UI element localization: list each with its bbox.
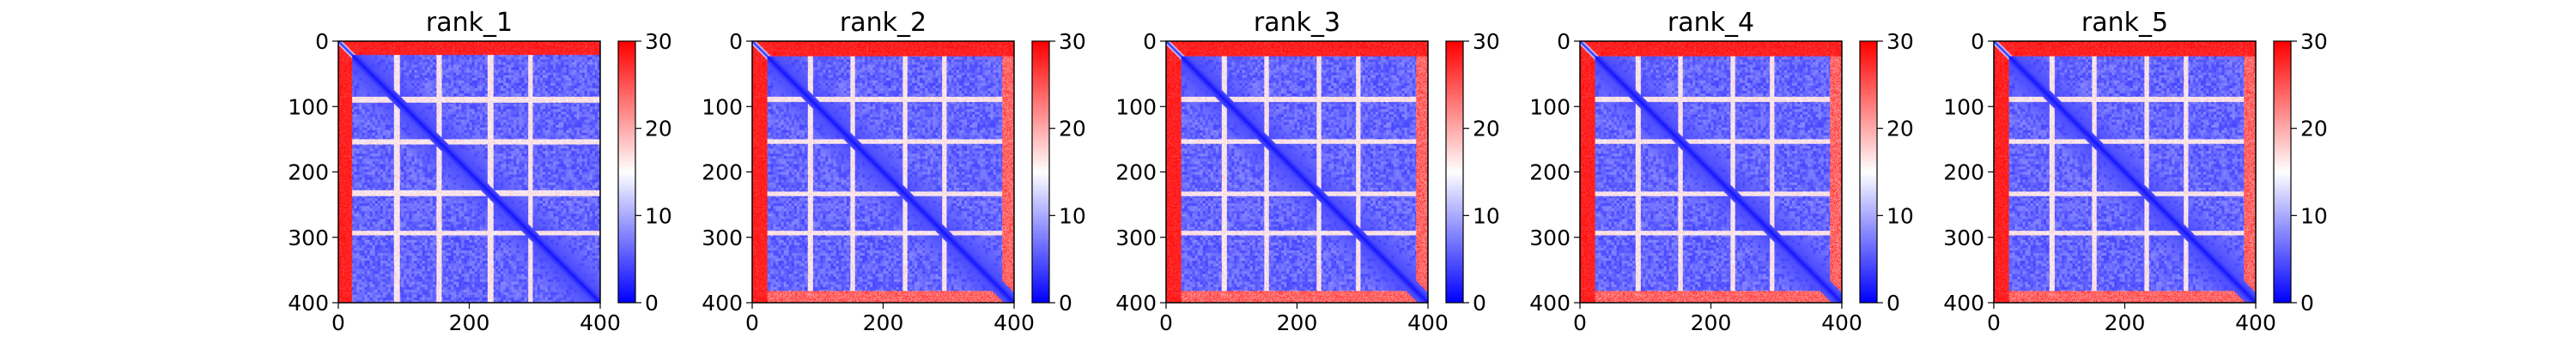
x-tick-label: 0 [331,310,345,335]
colorbar-tick-label: 10 [1886,203,1914,228]
y-tick-label: 100 [1529,94,1571,119]
y-tick-label: 300 [1943,226,1984,250]
x-tick-label: 0 [1987,310,2001,335]
colorbar-tick-label: 20 [2300,117,2328,141]
subplot-title: rank_5 [2081,8,2168,38]
colorbar-tick-label: 30 [1473,29,1500,54]
subplot-title: rank_2 [840,8,927,38]
x-tick-label: 200 [449,310,490,335]
y-tick-label: 100 [1115,94,1157,119]
heatmap-image [338,41,600,303]
colorbar-tick-label: 0 [1059,291,1072,316]
colorbar-tick-label: 0 [2300,291,2314,316]
y-tick-label: 400 [1529,291,1571,316]
x-tick-label: 400 [993,310,1035,335]
colorbar-frame [1859,40,1878,304]
x-tick-label: 400 [580,310,621,335]
colorbar-frame [1031,40,1050,304]
colorbar-gradient [1446,41,1463,303]
colorbar-tick-label: 10 [1473,203,1500,228]
x-tick-label: 200 [863,310,904,335]
subplot-title: rank_3 [1254,8,1340,38]
y-tick-label: 200 [1115,160,1157,185]
y-tick-label: 0 [1557,29,1571,54]
subplot-title: rank_4 [1668,8,1754,38]
x-tick-label: 200 [2105,310,2146,335]
y-tick-label: 400 [1115,291,1157,316]
colorbar-tick-label: 20 [1059,117,1086,141]
colorbar-tick-label: 0 [1886,291,1900,316]
heatmap-image [1166,41,1428,303]
y-tick-label: 200 [288,160,329,185]
x-tick-label: 200 [1691,310,1732,335]
colorbar-frame [617,40,636,304]
y-tick-label: 0 [1143,29,1157,54]
colorbar-tick-label: 30 [645,29,672,54]
colorbar-tick-label: 20 [645,117,672,141]
colorbar-gradient [1032,41,1049,303]
colorbar-tick-label: 10 [2300,203,2328,228]
x-tick-label: 400 [1821,310,1862,335]
y-tick-label: 400 [288,291,329,316]
y-tick-label: 0 [729,29,743,54]
subplot-title: rank_1 [426,8,513,38]
colorbar-tick-label: 10 [1059,203,1086,228]
y-tick-label: 0 [315,29,329,54]
x-tick-label: 0 [745,310,759,335]
x-tick-label: 400 [1407,310,1449,335]
colorbar-tick-label: 10 [645,203,672,228]
colorbar-tick-label: 20 [1473,117,1500,141]
y-tick-label: 400 [1943,291,1984,316]
colorbar-tick-label: 0 [1473,291,1486,316]
y-tick-label: 200 [1529,160,1571,185]
colorbar-tick-label: 20 [1886,117,1914,141]
y-tick-label: 100 [702,94,743,119]
colorbar-gradient [2274,41,2291,303]
heatmap-image [752,41,1014,303]
y-tick-label: 100 [1943,94,1984,119]
colorbar-tick-label: 0 [645,291,659,316]
y-tick-label: 300 [288,226,329,250]
y-tick-label: 300 [1115,226,1157,250]
colorbar-tick-label: 30 [1059,29,1086,54]
x-tick-label: 400 [2235,310,2276,335]
colorbar-frame [2273,40,2292,304]
x-tick-label: 0 [1573,310,1587,335]
y-tick-label: 300 [1529,226,1571,250]
y-tick-label: 300 [702,226,743,250]
colorbar-frame [1445,40,1464,304]
colorbar-tick-label: 30 [1886,29,1914,54]
x-tick-label: 0 [1159,310,1173,335]
colorbar-gradient [618,41,635,303]
y-tick-label: 100 [288,94,329,119]
colorbar-tick-label: 30 [2300,29,2328,54]
x-tick-label: 200 [1277,310,1318,335]
y-tick-label: 400 [702,291,743,316]
heatmap-image [1580,41,1842,303]
colorbar-gradient [1860,41,1877,303]
y-tick-label: 200 [1943,160,1984,185]
heatmap-image [1994,41,2256,303]
y-tick-label: 0 [1971,29,1984,54]
y-tick-label: 200 [702,160,743,185]
